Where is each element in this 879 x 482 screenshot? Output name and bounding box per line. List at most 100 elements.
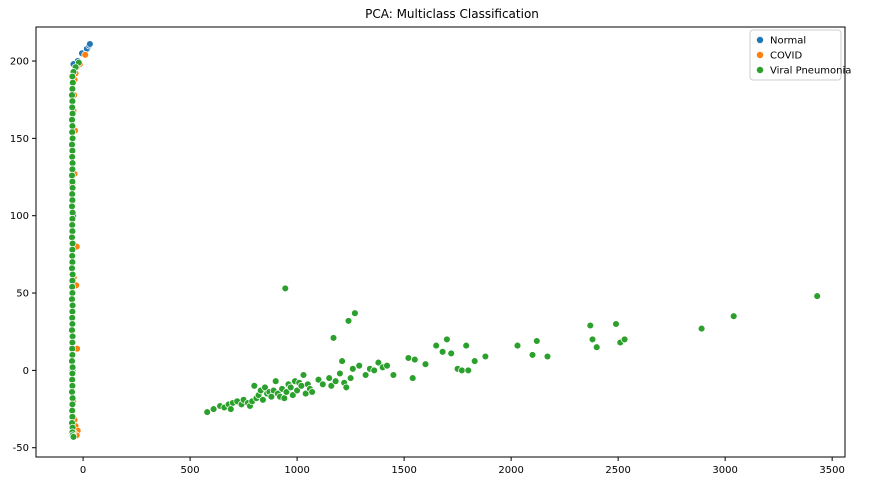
point-viral-pneumonia-108: [325, 374, 333, 382]
point-viral-pneumonia-116: [344, 317, 353, 325]
x-tick-label-7: 3500: [819, 465, 844, 476]
x-tick-label-4: 2000: [498, 465, 523, 476]
point-viral-pneumonia-120: [355, 361, 363, 370]
point-viral-pneumonia-151: [620, 335, 629, 344]
point-viral-pneumonia-12: [68, 128, 76, 136]
point-viral-pneumonia-145: [543, 352, 552, 361]
point-viral-pneumonia-113: [338, 357, 346, 365]
point-viral-pneumonia-121: [361, 371, 370, 379]
point-viral-pneumonia-5: [68, 85, 77, 93]
point-viral-pneumonia-21: [68, 184, 77, 192]
point-viral-pneumonia-124: [374, 358, 383, 367]
point-viral-pneumonia-141: [481, 352, 490, 361]
point-viral-pneumonia-38: [68, 289, 77, 297]
point-viral-pneumonia-57: [68, 406, 76, 415]
point-viral-pneumonia-34: [68, 264, 76, 273]
point-viral-pneumonia-28: [68, 227, 77, 235]
point-viral-pneumonia-9: [68, 109, 77, 118]
point-viral-pneumonia-130: [411, 355, 419, 364]
point-viral-pneumonia-128: [404, 354, 413, 362]
point-viral-pneumonia-27: [68, 221, 76, 229]
point-viral-pneumonia-7: [68, 97, 77, 105]
legend-label-0: Normal: [770, 36, 806, 47]
y-tick-label-2: 50: [16, 289, 29, 300]
legend-marker-1: [756, 51, 764, 59]
y-tick-label-1: 0: [23, 366, 29, 377]
point-viral-pneumonia-39: [68, 295, 76, 303]
point-viral-pneumonia-50: [68, 363, 77, 372]
point-viral-pneumonia-32: [68, 252, 76, 260]
point-viral-pneumonia-139: [464, 366, 473, 375]
point-viral-pneumonia-18: [68, 165, 77, 174]
point-viral-pneumonia-144: [533, 337, 541, 345]
legend: Normal COVID Viral Pneumonia: [749, 29, 851, 81]
point-covid-0: [81, 51, 89, 59]
point-viral-pneumonia-54: [68, 388, 76, 396]
point-viral-pneumonia-15: [68, 146, 77, 155]
legend-marker-2: [756, 66, 764, 74]
point-viral-pneumonia-56: [68, 400, 77, 409]
legend-marker-0: [756, 36, 764, 44]
x-axis: 0 500 1000 1500 2000 2500 3000 3500: [80, 457, 845, 476]
point-viral-pneumonia-11: [68, 122, 77, 130]
point-viral-pneumonia-142: [513, 341, 522, 350]
point-viral-pneumonia-53: [68, 382, 77, 390]
point-viral-pneumonia-146: [586, 321, 595, 330]
point-viral-pneumonia-110: [329, 334, 338, 342]
point-viral-pneumonia-133: [438, 348, 447, 356]
point-viral-pneumonia-106: [314, 375, 323, 384]
legend-label-2: Viral Pneumonia: [770, 66, 851, 77]
y-tick-label-0: -50: [13, 443, 29, 454]
point-viral-pneumonia-154: [813, 292, 821, 300]
point-viral-pneumonia-117: [346, 374, 355, 382]
point-viral-pneumonia-100: [297, 382, 306, 390]
point-viral-pneumonia-118: [349, 365, 357, 373]
point-viral-pneumonia-95: [286, 383, 295, 392]
point-viral-pneumonia-41: [68, 307, 77, 316]
point-viral-pneumonia-149: [612, 320, 620, 328]
point-viral-pneumonia-47: [68, 344, 76, 353]
point-viral-pneumonia-147: [588, 335, 597, 344]
point-viral-pneumonia-70: [227, 405, 235, 413]
y-tick-label-3: 100: [10, 211, 29, 222]
chart-title: PCA: Multiclass Classification: [365, 7, 539, 21]
point-viral-pneumonia-48: [68, 351, 77, 359]
point-viral-pneumonia-119: [351, 309, 359, 317]
point-viral-pneumonia-58: [68, 413, 77, 421]
point-viral-pneumonia-10: [68, 116, 76, 124]
point-viral-pneumonia-107: [319, 380, 327, 389]
x-tick-label-3: 1500: [391, 465, 416, 476]
point-viral-pneumonia-123: [370, 366, 378, 375]
point-viral-pneumonia-31: [68, 245, 77, 254]
plot-frame: [35, 26, 846, 458]
point-viral-pneumonia-81: [259, 396, 267, 404]
point-viral-pneumonia-30: [68, 239, 77, 248]
point-viral-pneumonia-111: [331, 377, 340, 385]
point-viral-pneumonia-8: [68, 103, 76, 112]
point-viral-pneumonia-49: [68, 357, 76, 365]
point-viral-pneumonia-3: [68, 72, 77, 81]
x-tick-label-1: 500: [181, 465, 200, 476]
point-viral-pneumonia-55: [68, 394, 77, 402]
y-axis: -50 0 50 100 150 200: [10, 57, 36, 454]
point-viral-pneumonia-23: [68, 196, 77, 204]
x-tick-label-2: 1000: [284, 465, 309, 476]
point-viral-pneumonia-98: [293, 386, 301, 395]
point-viral-pneumonia-43: [68, 320, 77, 328]
point-viral-pneumonia-65: [209, 405, 218, 413]
point-viral-pneumonia-29: [68, 233, 76, 242]
x-tick-label-0: 0: [80, 465, 86, 476]
point-viral-pneumonia-46: [68, 338, 77, 347]
point-viral-pneumonia-138: [462, 341, 470, 350]
point-viral-pneumonia-129: [408, 374, 417, 382]
point-viral-pneumonia-19: [68, 171, 76, 180]
points-layer: [68, 40, 821, 441]
point-viral-pneumonia-109: [327, 382, 336, 390]
x-tick-label-5: 2500: [605, 465, 630, 476]
point-viral-pneumonia-25: [68, 208, 77, 217]
point-viral-pneumonia-77: [250, 382, 259, 390]
point-viral-pneumonia-24: [68, 202, 76, 211]
point-viral-pneumonia-26: [68, 215, 77, 223]
point-viral-pneumonia-148: [592, 343, 601, 351]
